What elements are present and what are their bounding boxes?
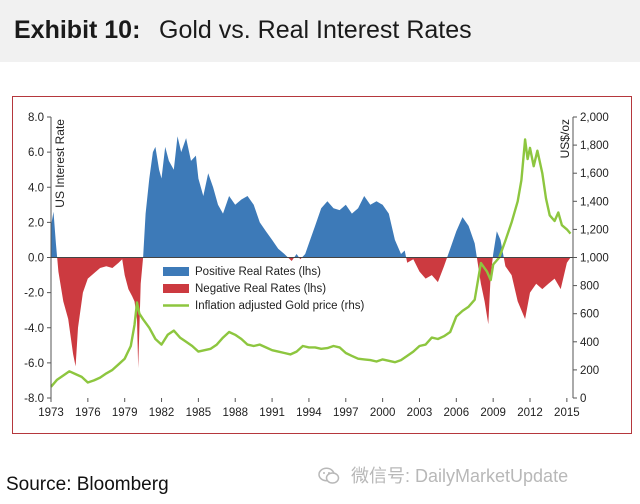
source-note: Source: Bloomberg <box>6 474 169 495</box>
legend-swatch-negative <box>163 284 189 293</box>
right-tick-label: 1,400 <box>580 196 609 208</box>
left-tick-label: -8.0 <box>24 393 44 405</box>
wechat-icon <box>318 467 340 484</box>
negative-real-rates-area <box>51 257 571 369</box>
legend-label-positive: Positive Real Rates (lhs) <box>195 266 321 278</box>
left-tick-label: -6.0 <box>24 358 44 370</box>
right-tick-label: 200 <box>580 365 599 377</box>
legend-swatch-positive <box>163 267 189 276</box>
x-tick-label: 2012 <box>517 407 543 419</box>
chart-frame: 8.0 6.0 4.0 2.0 0.0 -2.0 -4.0 -6.0 -8.0 2,000 1,80… <box>12 96 632 434</box>
x-tick-label: 2000 <box>370 407 396 419</box>
legend-label-gold: Inflation adjusted Gold price (rhs) <box>195 300 365 312</box>
left-tick-label: -2.0 <box>24 288 44 300</box>
x-tick-label: 1985 <box>186 407 212 419</box>
right-tick-label: 1,200 <box>580 224 609 236</box>
chart-plot: 8.0 6.0 4.0 2.0 0.0 -2.0 -4.0 -6.0 -8.0 2,000 1,80… <box>24 112 609 419</box>
exhibit-header: Exhibit 10: Gold vs. Real Interest Rates <box>0 0 640 62</box>
right-tick-label: 400 <box>580 337 599 349</box>
x-tick-label: 2006 <box>444 407 470 419</box>
x-tick-label: 1994 <box>296 407 322 419</box>
exhibit-label: Exhibit 10: <box>14 16 141 44</box>
left-tick-label: 2.0 <box>28 217 44 229</box>
chart-title: Gold vs. Real Interest Rates <box>159 16 472 44</box>
right-tick-label: 1,800 <box>580 140 609 152</box>
right-tick-label: 2,000 <box>580 112 609 124</box>
x-tick-label: 2009 <box>480 407 506 419</box>
x-tick-label: 1973 <box>38 407 64 419</box>
x-tick-label: 2015 <box>554 407 580 419</box>
x-tick-label: 1997 <box>333 407 359 419</box>
right-tick-label: 800 <box>580 281 599 293</box>
right-axis-title: US$/oz <box>558 119 572 158</box>
x-tick-label: 1976 <box>75 407 101 419</box>
watermark: 微信号: DailyMarketUpdate <box>318 462 568 488</box>
right-tick-label: 1,000 <box>580 253 609 265</box>
legend-label-negative: Negative Real Rates (lhs) <box>195 283 326 295</box>
right-tick-label: 1,600 <box>580 168 609 180</box>
x-tick-label: 2003 <box>407 407 433 419</box>
left-tick-label: 8.0 <box>28 112 44 124</box>
watermark-text: 微信号: DailyMarketUpdate <box>351 466 569 486</box>
right-tick-label: 600 <box>580 309 599 321</box>
left-tick-label: 0.0 <box>28 253 44 265</box>
x-tick-label: 1988 <box>222 407 248 419</box>
left-tick-label: 6.0 <box>28 147 44 159</box>
left-axis-title: US Interest Rate <box>53 119 67 208</box>
positive-real-rates-area <box>51 136 571 258</box>
left-tick-label: 4.0 <box>28 182 44 194</box>
right-tick-label: 0 <box>580 393 586 405</box>
x-tick-label: 1982 <box>149 407 175 419</box>
x-tick-label: 1979 <box>112 407 138 419</box>
left-tick-label: -4.0 <box>24 323 44 335</box>
gold-price-line <box>50 138 572 388</box>
x-tick-label: 1991 <box>259 407 285 419</box>
